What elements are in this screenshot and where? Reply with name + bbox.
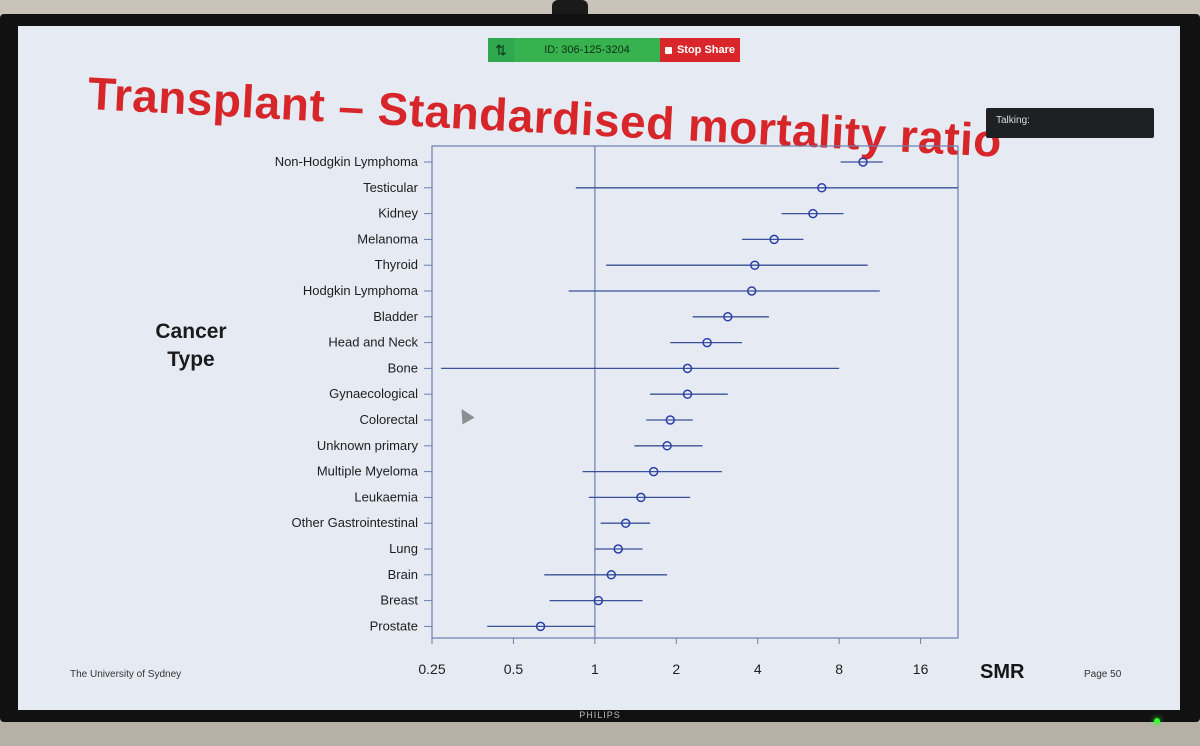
smr-point xyxy=(746,286,757,296)
presentation-screen: Transplant – Standardised mortality rati… xyxy=(18,26,1180,710)
stop-share-button[interactable]: Stop Share xyxy=(660,38,740,62)
y-axis-title-line-2: Type xyxy=(167,348,215,371)
forest-plot: Non-Hodgkin Lymphoma Testicular Kidney Mela… xyxy=(275,145,959,677)
drag-grip-icon[interactable]: ⇅ xyxy=(488,38,514,62)
webcam xyxy=(552,0,588,18)
talking-indicator: Talking: xyxy=(986,108,1154,138)
x-tick-label: 16 xyxy=(913,661,929,677)
y-tick-label: Testicular xyxy=(363,180,419,195)
smr-point xyxy=(620,518,631,528)
smr-point xyxy=(682,389,693,399)
smr-point xyxy=(858,157,868,167)
smr-point xyxy=(665,415,676,425)
y-tick-label: Gynaecological xyxy=(329,386,418,401)
meeting-id: ID: 306-125-3204 xyxy=(514,38,660,62)
stop-square-icon xyxy=(664,46,672,54)
y-tick-label: Brain xyxy=(388,567,418,582)
footer-university: The University of Sydney xyxy=(70,669,182,680)
x-axis-title: SMR xyxy=(980,661,1025,683)
y-tick-label: Other Gastrointestinal xyxy=(292,515,419,530)
smr-point xyxy=(723,312,733,322)
smr-point xyxy=(606,570,617,580)
smr-point xyxy=(593,595,604,606)
y-tick-label: Bone xyxy=(388,360,418,375)
tv-brand-logo: PHILIPS xyxy=(579,710,621,720)
y-tick-label: Leukaemia xyxy=(354,489,418,504)
x-tick-label: 0.5 xyxy=(504,661,524,677)
x-tick-label: 0.25 xyxy=(418,661,445,677)
smr-point xyxy=(648,466,659,477)
x-tick-label: 8 xyxy=(835,661,843,677)
power-led xyxy=(1154,718,1160,724)
smr-point xyxy=(750,260,760,270)
y-tick-label: Prostate xyxy=(370,618,418,633)
smr-point xyxy=(702,337,712,348)
smr-point xyxy=(817,183,827,193)
x-tick-label: 4 xyxy=(754,661,762,677)
x-tick-label: 2 xyxy=(672,661,680,677)
y-tick-label: Bladder xyxy=(373,309,418,324)
y-tick-label: Head and Neck xyxy=(328,335,418,350)
smr-point xyxy=(662,441,672,451)
y-tick-label: Kidney xyxy=(378,206,418,221)
y-tick-label: Unknown primary xyxy=(317,438,419,453)
smr-point xyxy=(808,208,818,219)
plot-frame xyxy=(431,145,959,639)
smr-point xyxy=(613,544,623,554)
stop-share-label: Stop Share xyxy=(676,44,736,56)
y-tick-label: Breast xyxy=(380,593,418,608)
y-axis-title-line-1: Cancer xyxy=(155,320,227,343)
y-tick-label: Non-Hodgkin Lymphoma xyxy=(275,154,419,169)
smr-point xyxy=(636,492,646,503)
smr-point xyxy=(535,621,546,632)
y-tick-label: Multiple Myeloma xyxy=(317,464,419,479)
y-tick-label: Lung xyxy=(389,541,418,556)
smr-point xyxy=(769,234,779,245)
x-tick-label: 1 xyxy=(591,661,599,677)
zoom-share-toolbar: ⇅ ID: 306-125-3204 Stop Share xyxy=(488,38,740,62)
y-axis-title: Cancer Type xyxy=(136,318,246,374)
y-tick-label: Hodgkin Lymphoma xyxy=(303,283,419,298)
smr-point xyxy=(682,363,693,374)
y-tick-label: Melanoma xyxy=(357,231,418,246)
y-tick-label: Thyroid xyxy=(375,257,418,272)
page-number: Page 50 xyxy=(1084,669,1122,680)
y-tick-label: Colorectal xyxy=(359,412,418,427)
